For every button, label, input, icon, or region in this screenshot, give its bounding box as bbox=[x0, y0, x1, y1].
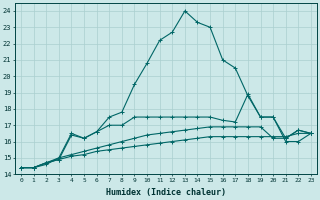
X-axis label: Humidex (Indice chaleur): Humidex (Indice chaleur) bbox=[106, 188, 226, 197]
